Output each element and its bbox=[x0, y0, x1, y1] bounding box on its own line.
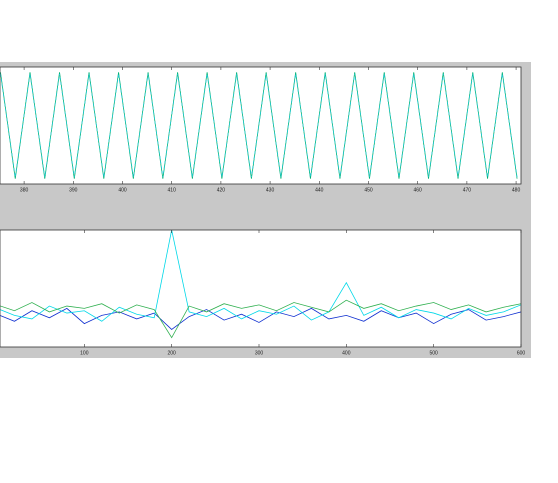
x-tick-label: 460 bbox=[414, 187, 423, 193]
data-line bbox=[0, 230, 521, 322]
x-tick-label: 400 bbox=[118, 187, 127, 193]
x-tick-label: 450 bbox=[364, 187, 373, 193]
x-tick-label: 430 bbox=[266, 187, 275, 193]
plot-area bbox=[0, 67, 521, 184]
data-line bbox=[0, 73, 518, 178]
data-line bbox=[0, 299, 521, 339]
plot bbox=[0, 230, 521, 339]
plot bbox=[0, 72, 518, 179]
x-tick-label: 390 bbox=[69, 187, 78, 193]
plot-area bbox=[0, 230, 521, 347]
x-tick-label: 480 bbox=[512, 187, 521, 193]
data-line bbox=[0, 307, 521, 330]
x-tick-label: 380 bbox=[20, 187, 29, 193]
x-tick-label: 100 bbox=[80, 350, 89, 356]
x-tick-label: 410 bbox=[168, 187, 177, 193]
x-tick-label: 420 bbox=[217, 187, 226, 193]
axes-frame bbox=[0, 229, 522, 348]
x-tick-label: 600 bbox=[517, 350, 526, 356]
x-tick-label: 470 bbox=[463, 187, 472, 193]
x-tick-label: 200 bbox=[167, 350, 176, 356]
x-tick-label: 440 bbox=[315, 187, 324, 193]
x-tick-label: 300 bbox=[255, 350, 264, 356]
x-tick-label: 400 bbox=[342, 350, 351, 356]
x-tick-label: 500 bbox=[429, 350, 438, 356]
data-line bbox=[0, 72, 518, 179]
axes-frame bbox=[0, 66, 522, 185]
